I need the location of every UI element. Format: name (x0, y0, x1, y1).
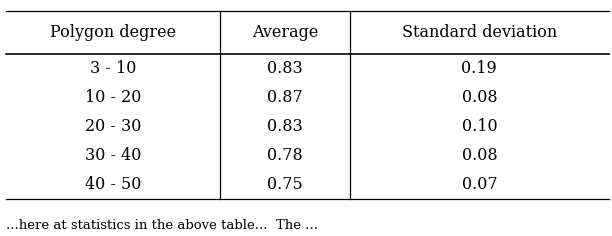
Text: 20 - 30: 20 - 30 (85, 118, 141, 135)
Text: ...here at statistics in the above table...  The ...: ...here at statistics in the above table… (6, 219, 318, 232)
Text: 0.19: 0.19 (461, 60, 497, 77)
Text: Polygon degree: Polygon degree (50, 24, 176, 41)
Text: Average: Average (252, 24, 318, 41)
Text: 0.75: 0.75 (267, 176, 303, 194)
Text: 0.83: 0.83 (267, 60, 303, 77)
Text: 0.08: 0.08 (461, 89, 497, 106)
Text: 10 - 20: 10 - 20 (85, 89, 141, 106)
Text: 40 - 50: 40 - 50 (85, 176, 141, 194)
Text: 0.08: 0.08 (461, 147, 497, 164)
Text: 0.87: 0.87 (267, 89, 303, 106)
Text: 0.07: 0.07 (461, 176, 497, 194)
Text: 0.78: 0.78 (267, 147, 303, 164)
Text: 3 - 10: 3 - 10 (90, 60, 136, 77)
Text: 0.10: 0.10 (461, 118, 497, 135)
Text: Standard deviation: Standard deviation (401, 24, 557, 41)
Text: 0.83: 0.83 (267, 118, 303, 135)
Text: 30 - 40: 30 - 40 (85, 147, 141, 164)
